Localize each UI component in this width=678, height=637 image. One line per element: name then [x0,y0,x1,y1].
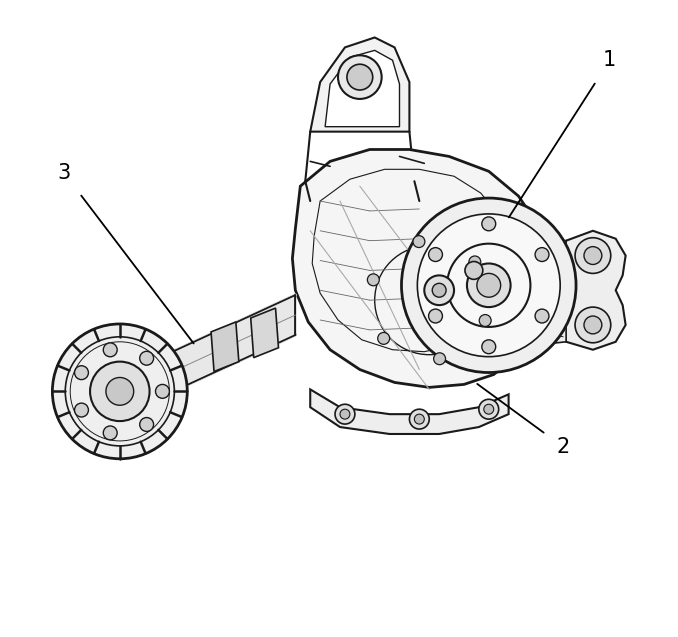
Circle shape [347,64,373,90]
Circle shape [106,378,134,405]
Circle shape [467,264,511,307]
Circle shape [428,309,443,323]
Circle shape [103,426,117,440]
Circle shape [367,274,379,286]
Text: 3: 3 [58,163,194,343]
Circle shape [75,366,88,380]
Circle shape [535,248,549,262]
Circle shape [479,315,491,326]
Circle shape [52,324,187,459]
Circle shape [335,404,355,424]
Circle shape [103,343,117,357]
Text: 1: 1 [509,50,616,217]
Polygon shape [311,38,410,132]
Circle shape [433,283,446,297]
Circle shape [584,316,602,334]
Circle shape [418,214,560,357]
Circle shape [482,217,496,231]
Circle shape [90,362,150,421]
Text: 2: 2 [477,384,570,457]
Circle shape [465,262,483,280]
Circle shape [340,409,350,419]
Polygon shape [292,150,549,387]
Circle shape [410,409,429,429]
Circle shape [575,307,611,343]
Circle shape [140,417,154,431]
Circle shape [424,275,454,305]
Polygon shape [538,241,566,345]
Circle shape [428,248,443,262]
Circle shape [575,238,611,273]
Polygon shape [325,50,399,127]
Circle shape [413,236,425,248]
Circle shape [75,403,88,417]
Circle shape [140,351,154,365]
Circle shape [155,384,170,398]
Circle shape [484,404,494,414]
Polygon shape [211,322,239,371]
Circle shape [401,198,576,373]
Polygon shape [166,295,296,394]
Circle shape [360,231,499,369]
Polygon shape [558,231,626,350]
Circle shape [535,309,549,323]
Polygon shape [311,389,508,434]
Circle shape [469,256,481,268]
Circle shape [434,353,445,364]
Circle shape [482,340,496,354]
Polygon shape [251,308,279,357]
Circle shape [479,399,499,419]
Circle shape [338,55,382,99]
Circle shape [378,333,390,345]
Circle shape [414,414,424,424]
Circle shape [477,273,500,297]
Circle shape [584,247,602,264]
